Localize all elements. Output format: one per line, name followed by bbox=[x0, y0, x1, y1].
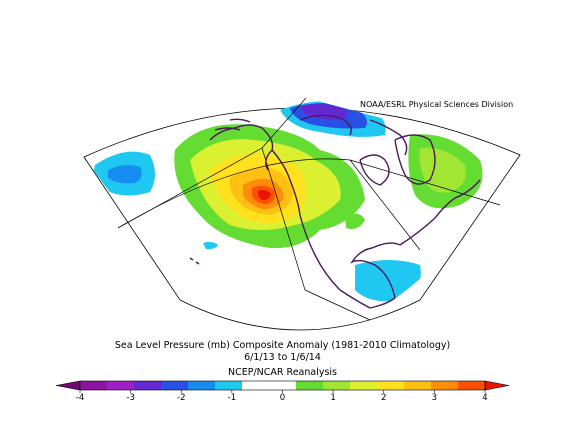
colorbar-swatch bbox=[323, 381, 351, 390]
coastline-hudson bbox=[359, 154, 390, 186]
colorbar-tick-label: 4 bbox=[482, 393, 488, 403]
data-source: NCEP/NCAR Reanalysis bbox=[227, 367, 337, 378]
colorbar-swatch bbox=[431, 381, 459, 390]
colorbar-tick-label: -3 bbox=[126, 393, 135, 403]
colorbar-swatch bbox=[215, 381, 243, 390]
anomaly-contour-atlantic-1-5 bbox=[419, 147, 466, 193]
colorbar-min-arrow bbox=[55, 380, 81, 391]
colorbar-swatch bbox=[107, 381, 135, 390]
coastline-central-america bbox=[339, 289, 396, 309]
colorbar-tick-label: 0 bbox=[279, 393, 286, 403]
colorbar-tick-label: -1 bbox=[227, 393, 237, 403]
coastline-asia bbox=[214, 118, 251, 131]
colorbar-swatch bbox=[80, 381, 108, 390]
coastline-east-us bbox=[399, 179, 481, 246]
date-range: 6/1/13 to 1/6/14 bbox=[244, 352, 321, 363]
anomaly-contour-hawaii bbox=[203, 241, 218, 250]
coastline-north-america-west bbox=[271, 149, 341, 291]
colorbar-swatch bbox=[188, 381, 216, 390]
colorbar-swatch bbox=[134, 381, 162, 390]
colorbar-swatch bbox=[269, 381, 297, 390]
colorbar-swatch bbox=[161, 381, 189, 390]
coastline-greenland bbox=[394, 134, 436, 185]
credit-label: NOAA/ESRL Physical Sciences Division bbox=[360, 100, 514, 109]
coastline-alaska bbox=[209, 124, 274, 171]
coastlines bbox=[189, 114, 481, 309]
coastline-hawaii bbox=[189, 257, 200, 265]
coastline-gulf bbox=[349, 242, 401, 299]
colorbar-swatch bbox=[296, 381, 324, 390]
anomaly-contour-gulf-1 bbox=[355, 260, 421, 302]
colorbar-tick-label: -2 bbox=[177, 393, 186, 403]
colorbar-tick-label: -4 bbox=[75, 393, 85, 403]
colorbar-tick-label: 1 bbox=[330, 393, 336, 403]
map-title: Sea Level Pressure (mb) Composite Anomal… bbox=[114, 340, 451, 351]
anomaly-field bbox=[93, 101, 483, 302]
colorbar-tick-label: 3 bbox=[431, 393, 438, 403]
colorbar-swatch bbox=[242, 381, 270, 390]
colorbar-tick-label: 2 bbox=[381, 393, 387, 403]
colorbar-swatch bbox=[350, 381, 378, 390]
anomaly-contour-4 bbox=[257, 190, 271, 200]
coastline-arctic-islands bbox=[299, 114, 408, 156]
colorbar-swatch bbox=[458, 381, 486, 390]
anomaly-contour-wpac-2 bbox=[108, 165, 142, 184]
colorbar-swatch bbox=[377, 381, 405, 390]
colorbar bbox=[55, 380, 510, 393]
colorbar-max-arrow bbox=[484, 380, 510, 391]
colorbar-swatch bbox=[404, 381, 432, 390]
anomaly-contour-east-us bbox=[345, 213, 365, 229]
